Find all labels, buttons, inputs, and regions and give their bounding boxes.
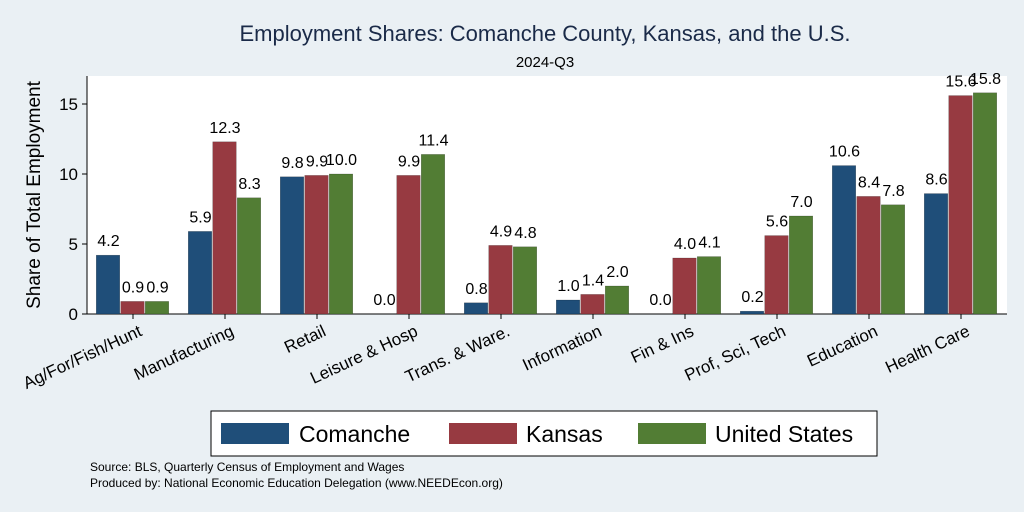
bar-comanche (832, 165, 856, 315)
data-label: 1.0 (557, 278, 579, 295)
bar-kansas (580, 294, 605, 315)
bar-kansas (120, 301, 145, 315)
y-tick-label: 5 (69, 235, 78, 254)
bar-united-states (605, 285, 629, 315)
legend: Comanche Kansas United States (210, 410, 878, 457)
bar-united-states (513, 246, 537, 315)
y-tick-label: 0 (69, 305, 78, 324)
bar-kansas (672, 257, 697, 315)
data-label: 0.8 (465, 281, 487, 298)
bar-kansas (304, 175, 329, 315)
legend-swatch-kansas (449, 423, 517, 444)
y-axis-label: Share of Total Employment (24, 80, 45, 308)
bar-comanche (556, 299, 580, 315)
bar-kansas (764, 235, 789, 315)
y-tick-label: 10 (59, 165, 78, 184)
data-label: 4.2 (97, 233, 119, 250)
data-label: 9.9 (306, 153, 328, 170)
data-label: 7.8 (882, 183, 904, 200)
data-label: 10.0 (326, 152, 357, 169)
bar-united-states (881, 204, 905, 315)
bar-comanche (464, 302, 488, 315)
bar-united-states (421, 154, 445, 315)
bar-comanche (924, 193, 948, 315)
data-label: 11.4 (419, 132, 449, 149)
y-tick-label: 15 (59, 95, 78, 114)
data-label: 2.0 (606, 264, 628, 281)
bar-comanche (96, 254, 120, 315)
data-label: 8.4 (858, 174, 880, 191)
producer-note: Produced by: National Economic Education… (90, 476, 503, 490)
bar-united-states (697, 256, 721, 315)
legend-box (210, 410, 878, 457)
data-label: 5.6 (766, 214, 788, 231)
legend-label: United States (715, 421, 853, 447)
data-label: 0.2 (741, 289, 763, 306)
chart-subtitle: 2024-Q3 (516, 54, 574, 71)
legend-label: Kansas (526, 421, 603, 447)
data-label: 9.8 (281, 155, 303, 172)
legend-swatch-united-states (638, 423, 706, 444)
chart-title: Employment Shares: Comanche County, Kans… (239, 21, 850, 46)
data-label: 4.9 (490, 223, 512, 240)
bar-united-states (789, 215, 813, 315)
data-label: 10.6 (829, 144, 860, 161)
bar-kansas (856, 196, 881, 315)
data-label: 0.9 (122, 279, 144, 296)
data-label: 0.9 (146, 279, 168, 296)
data-label: 8.3 (238, 176, 260, 193)
data-label: 1.4 (582, 272, 604, 289)
bar-comanche (280, 176, 304, 315)
data-label: 9.9 (398, 153, 420, 170)
data-label: 8.6 (925, 172, 947, 189)
bar-kansas (948, 95, 973, 315)
bar-united-states (973, 92, 997, 315)
data-label: 4.8 (514, 225, 536, 242)
bar-kansas (212, 141, 237, 315)
data-label: 15.6 (945, 74, 976, 91)
data-label: 15.8 (970, 71, 1001, 88)
legend-swatch-comanche (221, 423, 289, 444)
bar-comanche (740, 310, 764, 315)
bar-united-states (145, 301, 169, 315)
bar-united-states (237, 197, 261, 315)
data-label: 4.0 (674, 236, 696, 253)
legend-label: Comanche (299, 421, 410, 447)
data-label: 12.3 (209, 120, 240, 137)
data-label: 4.1 (698, 235, 720, 252)
source-note: Source: BLS, Quarterly Census of Employm… (90, 460, 404, 474)
data-label: 0.0 (649, 292, 671, 309)
bar-comanche (188, 231, 212, 315)
bar-united-states (329, 173, 353, 315)
data-label: 7.0 (790, 194, 812, 211)
data-label: 5.9 (189, 209, 211, 226)
data-label: 0.0 (373, 292, 395, 309)
bar-kansas (396, 175, 421, 315)
bar-kansas (488, 245, 513, 315)
